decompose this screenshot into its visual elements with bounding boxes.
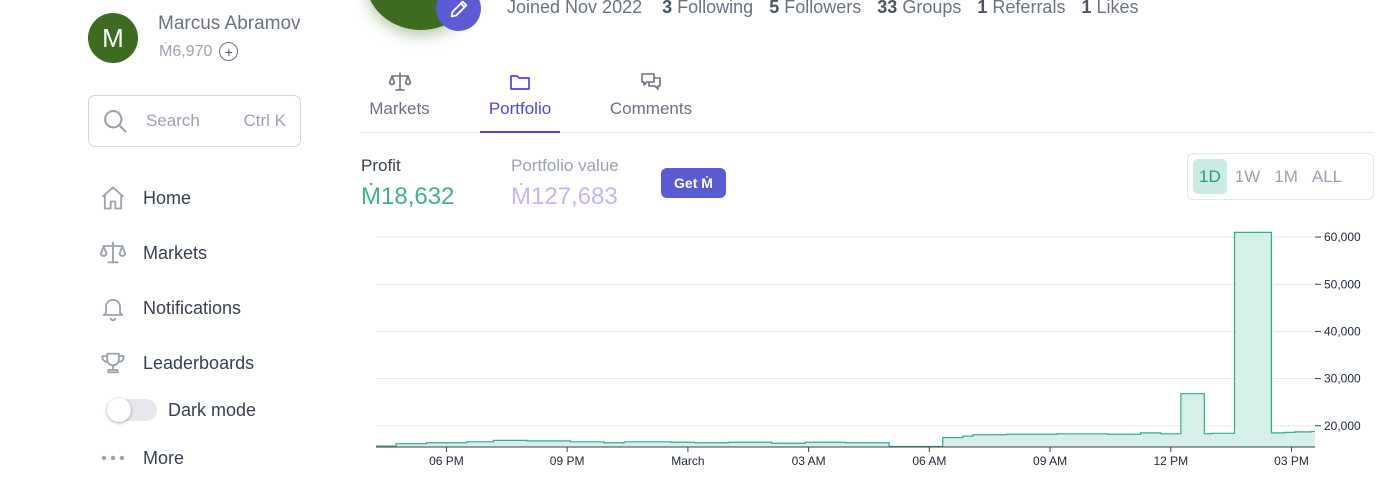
dark-mode-label: Dark mode xyxy=(168,399,257,420)
edit-profile-button[interactable] xyxy=(436,0,481,31)
nav-item-more[interactable]: More xyxy=(99,443,184,473)
toggle-knob xyxy=(107,398,131,422)
stat-groups[interactable]: 33 Groups xyxy=(877,0,962,17)
scale-icon xyxy=(388,72,411,91)
tab-markets[interactable]: Markets xyxy=(366,70,433,133)
chart-line xyxy=(376,231,1315,448)
y-tick-label: 20,000 xyxy=(1324,419,1361,433)
add-funds-button[interactable]: + xyxy=(219,42,239,61)
nav-label-markets: Markets xyxy=(143,242,208,263)
folder-icon xyxy=(510,75,530,90)
more-dots-icon xyxy=(101,455,125,461)
portfolio-value-label[interactable]: Portfolio value xyxy=(511,156,619,175)
tab-comments-label: Comments xyxy=(609,99,693,118)
y-tick-label: 50,000 xyxy=(1324,277,1361,291)
balance-row: Ṁ6,970 + xyxy=(159,42,239,61)
x-tick-label: 06 AM xyxy=(912,454,946,468)
portfolio-value[interactable]: Ṁ127,683 xyxy=(511,183,618,210)
y-tick-label: 40,000 xyxy=(1324,324,1361,338)
dark-mode-toggle[interactable] xyxy=(107,398,157,422)
home-icon xyxy=(101,186,125,210)
tab-portfolio[interactable]: Portfolio xyxy=(480,70,560,133)
tab-markets-label: Markets xyxy=(369,99,430,118)
stat-followers[interactable]: 5 Followers xyxy=(769,0,862,17)
nav-item-home[interactable]: Home xyxy=(99,183,191,213)
portfolio-chart[interactable]: 20,000 30,000 40,000 50,000 60,000 06 PM 09 PM… xyxy=(361,230,1374,480)
pencil-icon xyxy=(450,0,467,17)
user-name[interactable]: Marcus Abramovich xyxy=(158,13,301,34)
search-input[interactable]: Search Ctrl K xyxy=(88,95,301,147)
stat-likes[interactable]: 1 Likes xyxy=(1081,0,1139,17)
range-1m-button[interactable]: 1M xyxy=(1274,166,1298,186)
chat-icon xyxy=(641,73,661,90)
joined-date: Joined Nov 2022 xyxy=(507,0,643,17)
stat-referrals[interactable]: 1 Referrals xyxy=(977,0,1066,17)
bell-icon xyxy=(102,298,124,322)
tabs-divider xyxy=(361,132,1374,133)
nav-item-leaderboards[interactable]: Leaderboards xyxy=(99,348,254,378)
x-tick-label: 09 AM xyxy=(1033,454,1067,468)
profit-label: Profit xyxy=(361,156,401,175)
y-tick-label: 30,000 xyxy=(1324,372,1361,386)
stat-following[interactable]: 3 Following xyxy=(662,0,754,17)
nav-label-more: More xyxy=(143,447,185,468)
range-1d-button[interactable]: 1D xyxy=(1193,159,1227,194)
trophy-icon xyxy=(101,352,125,374)
get-mana-button[interactable]: Get Ṁ xyxy=(661,168,726,198)
profit-value: Ṁ18,632 xyxy=(361,183,455,210)
nav-item-markets[interactable]: Markets xyxy=(99,238,207,268)
range-all-button[interactable]: ALL xyxy=(1311,166,1343,186)
search-icon xyxy=(104,110,127,133)
x-tick-label: 09 PM xyxy=(550,454,585,468)
tab-comments[interactable]: Comments xyxy=(605,70,697,133)
x-tick-label: 03 PM xyxy=(1274,454,1309,468)
nav-label-home: Home xyxy=(143,187,192,208)
dark-mode-row: Dark mode xyxy=(107,397,256,423)
nav-label-notifications: Notifications xyxy=(143,297,242,318)
tab-portfolio-label: Portfolio xyxy=(488,99,552,118)
y-tick-label: 60,000 xyxy=(1324,230,1361,244)
x-tick-label: March xyxy=(671,454,704,468)
search-shortcut: Ctrl K xyxy=(243,111,287,130)
x-tick-label: 06 PM xyxy=(429,454,464,468)
chart-area xyxy=(376,232,1315,447)
x-tick-label: 12 PM xyxy=(1153,454,1188,468)
time-range-selector: 1D 1W 1M ALL xyxy=(1187,153,1374,200)
x-tick-label: 03 AM xyxy=(792,454,826,468)
nav-item-notifications[interactable]: Notifications xyxy=(99,293,241,323)
search-placeholder: Search xyxy=(146,111,200,130)
user-avatar[interactable]: M xyxy=(88,13,138,63)
scale-icon xyxy=(99,241,127,264)
nav-label-leaderboards: Leaderboards xyxy=(143,352,255,373)
user-balance: Ṁ6,970 xyxy=(159,42,213,60)
range-1w-button[interactable]: 1W xyxy=(1234,166,1261,186)
profile-stats: Joined Nov 2022 3 Following 5 Followers … xyxy=(507,0,1150,18)
